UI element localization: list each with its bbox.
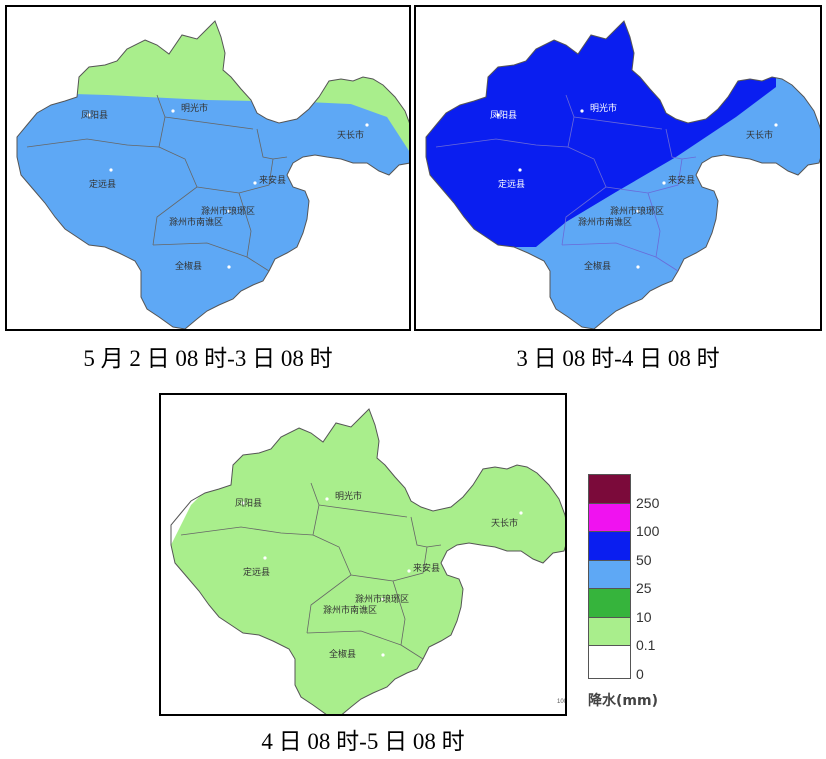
caption-panel-2: 3 日 08 时-4 日 08 时 bbox=[516, 346, 720, 371]
legend-title: 降水(mm) bbox=[588, 693, 658, 709]
legend-tick: 10 bbox=[636, 609, 652, 625]
label-quanjiao: 全椒县 bbox=[175, 260, 202, 272]
label-laian: 来安县 bbox=[413, 562, 440, 574]
label-dingyuan: 定远县 bbox=[243, 566, 270, 578]
label-fengyang: 凤阳县 bbox=[490, 110, 517, 121]
county-map: 凤阳县 明光市 天长市 定远县 来安县 滁州市琅琊区 滁州市南谯区 全椒县 bbox=[170, 408, 565, 714]
label-quanjiao: 全椒县 bbox=[329, 648, 356, 660]
label-fengyang: 凤阳县 bbox=[235, 498, 262, 509]
label-laian: 来安县 bbox=[668, 174, 695, 186]
label-nanqiao: 滁州市南谯区 bbox=[323, 604, 377, 616]
map-panel-may3: 凤阳县 明光市 天长市 定远县 来安县 滁州市琅琊区 滁州市南谯区 全椒县 bbox=[414, 5, 822, 331]
map-panel-may4: 凤阳县 明光市 天长市 定远县 来安县 滁州市琅琊区 滁州市南谯区 全椒县 10… bbox=[159, 393, 567, 716]
caption-panel-3: 4 日 08 时-5 日 08 时 bbox=[261, 729, 465, 754]
legend-tick: 0.1 bbox=[636, 637, 656, 653]
label-quanjiao: 全椒县 bbox=[584, 260, 611, 272]
label-nanqiao: 滁州市南谯区 bbox=[169, 216, 223, 228]
label-nanqiao: 滁州市南谯区 bbox=[578, 216, 632, 228]
legend-swatch-10 bbox=[588, 588, 631, 622]
label-fengyang: 凤阳县 bbox=[81, 110, 108, 121]
label-mingguang: 明光市 bbox=[590, 102, 617, 114]
label-mingguang: 明光市 bbox=[181, 102, 208, 114]
caption-panel-1: 5 月 2 日 08 时-3 日 08 时 bbox=[83, 346, 333, 371]
legend-swatch-0 bbox=[588, 645, 631, 679]
county-map: 凤阳县 明光市 天长市 定远县 来安县 滁州市琅琊区 滁州市南谯区 全椒县 bbox=[16, 20, 409, 329]
label-langya: 滁州市琅琊区 bbox=[201, 205, 255, 217]
county-map: 凤阳县 明光市 天长市 定远县 来安县 滁州市琅琊区 滁州市南谯区 全椒县 bbox=[425, 20, 820, 329]
label-mingguang: 明光市 bbox=[335, 490, 362, 502]
map-panel-may2: 凤阳县 明光市 天长市 定远县 来安县 滁州市琅琊区 滁州市南谯区 全椒县 bbox=[5, 5, 411, 331]
scale-label: 100 bbox=[557, 699, 567, 705]
legend-swatch-50 bbox=[588, 531, 631, 565]
precip-legend: 250 100 50 25 10 0.1 0 降水(mm) bbox=[588, 474, 678, 714]
label-tianchang: 天长市 bbox=[337, 129, 364, 141]
legend-tick: 50 bbox=[636, 552, 652, 568]
label-langya: 滁州市琅琊区 bbox=[355, 593, 409, 605]
legend-tick: 0 bbox=[636, 666, 644, 682]
label-dingyuan: 定远县 bbox=[498, 178, 525, 190]
label-tianchang: 天长市 bbox=[491, 517, 518, 529]
label-dingyuan: 定远县 bbox=[89, 178, 116, 190]
legend-tick: 25 bbox=[636, 580, 652, 596]
label-laian: 来安县 bbox=[259, 174, 286, 186]
legend-tick: 100 bbox=[636, 523, 660, 539]
label-tianchang: 天长市 bbox=[746, 129, 773, 141]
label-langya: 滁州市琅琊区 bbox=[610, 205, 664, 217]
legend-tick: 250 bbox=[636, 495, 660, 511]
